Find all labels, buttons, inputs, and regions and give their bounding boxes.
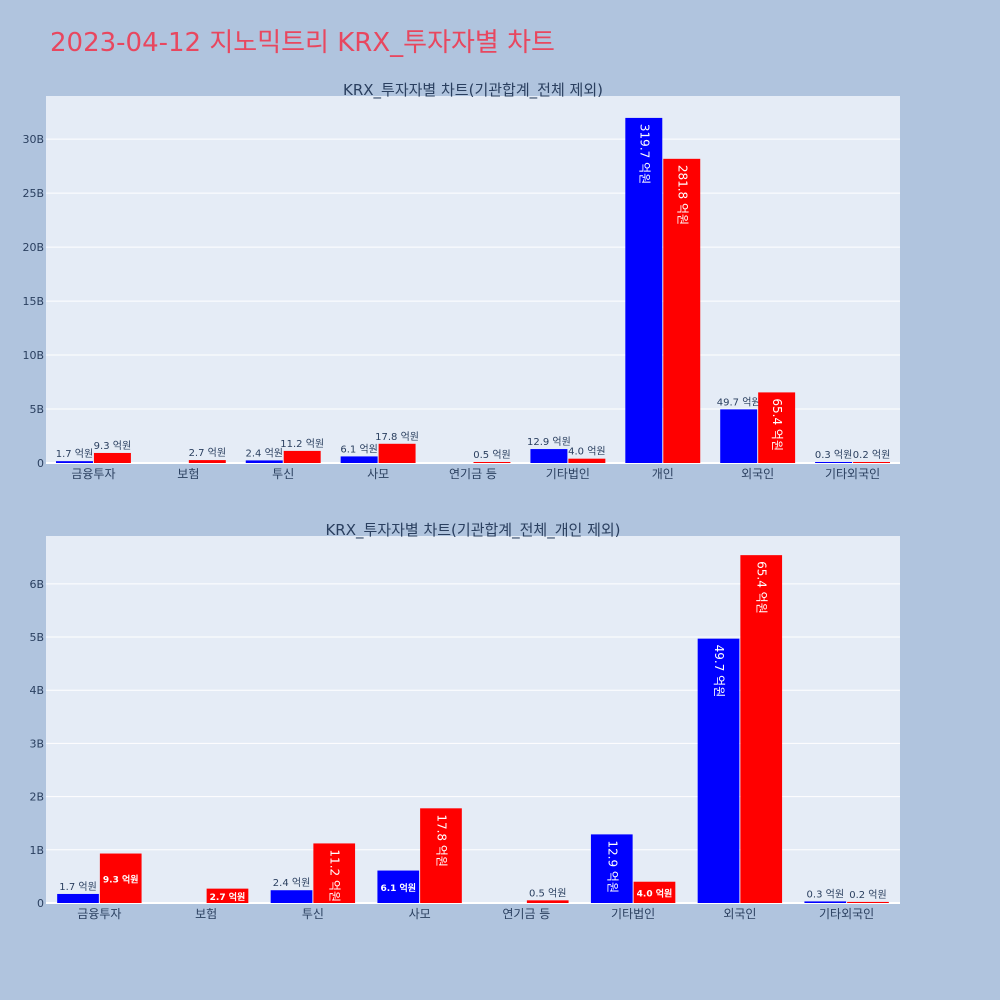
y-tick-label: 15B xyxy=(22,295,44,308)
bar-sell xyxy=(633,881,676,903)
y-tick-label: 3B xyxy=(29,737,44,750)
bar-sell xyxy=(526,900,569,903)
data-label: 0.2 억원 xyxy=(853,449,890,461)
x-tick-label: 보험 xyxy=(177,467,199,481)
data-label: 9.3 억원 xyxy=(94,440,131,452)
y-tick-label: 5B xyxy=(29,403,44,416)
bar-buy xyxy=(697,638,740,903)
x-tick-label: 개인 xyxy=(652,467,674,481)
x-tick-label: 외국인 xyxy=(741,467,774,481)
bar-sell xyxy=(99,853,142,903)
data-label: 17.8 억원 xyxy=(375,431,419,443)
x-tick-label: 금융투자 xyxy=(77,907,121,921)
data-label: 6.1 억원 xyxy=(340,443,377,455)
bar-sell xyxy=(853,462,891,463)
data-label: 2.4 억원 xyxy=(273,877,310,889)
data-label: 6.1 억원 xyxy=(380,882,416,894)
x-tick-label: 금융투자 xyxy=(71,467,115,481)
data-label: 49.7 억원 xyxy=(717,396,761,408)
data-label: 0.5 억원 xyxy=(529,887,566,899)
bar-buy xyxy=(530,449,568,463)
y-tick-label: 25B xyxy=(22,187,44,200)
bar-sell xyxy=(188,460,226,463)
bar-sell xyxy=(758,392,796,463)
data-label: 2.7 억원 xyxy=(210,891,246,903)
data-label: 0.5 억원 xyxy=(473,449,510,461)
data-label: 0.3 억원 xyxy=(807,888,844,900)
x-tick-label: 투신 xyxy=(302,907,324,921)
x-tick-label: 기타법인 xyxy=(611,907,655,921)
bar-sell xyxy=(378,443,416,463)
x-tick-label: 기타법인 xyxy=(546,467,590,481)
y-tick-label: 4B xyxy=(29,684,44,697)
y-tick-label: 5B xyxy=(29,631,44,644)
y-tick-label: 30B xyxy=(22,133,44,146)
data-label: 17.8 억원 xyxy=(434,814,448,867)
data-label: 319.7 억원 xyxy=(637,124,651,184)
chart-upper: 0 5B 10B 15B 20B 25B 30B KRX_투자자별 차트(기관합계_전체 제외… xyxy=(22,81,900,481)
bar-sell xyxy=(847,901,889,903)
bar-buy xyxy=(245,460,283,463)
data-label: 11.2 억원 xyxy=(328,849,342,902)
x-tick-label: 보험 xyxy=(195,907,217,921)
bar-buy xyxy=(55,461,93,463)
data-label: 12.9 억원 xyxy=(605,840,619,893)
bar-sell xyxy=(568,458,606,463)
x-tick-label: 연기금 등 xyxy=(502,907,550,921)
page-title: 2023-04-12 지노믹트리 KRX_투자자별 차트 xyxy=(50,28,555,58)
bar-buy xyxy=(804,901,847,903)
data-label: 4.0 억원 xyxy=(568,446,605,458)
x-tick-label: 기타외국인 xyxy=(825,467,880,481)
data-label: 0.2 억원 xyxy=(849,889,886,901)
bar-sell xyxy=(473,462,511,463)
bar-sell xyxy=(283,450,321,463)
data-label: 1.7 억원 xyxy=(56,448,93,460)
y-tick-label: 0 xyxy=(37,897,44,910)
plot-area xyxy=(46,96,900,463)
y-tick-label: 1B xyxy=(29,844,44,857)
x-tick-label: 사모 xyxy=(409,907,431,921)
x-tick-label: 기타외국인 xyxy=(819,907,874,921)
data-label: 65.4 억원 xyxy=(755,561,769,614)
y-tick-label: 0 xyxy=(37,457,44,470)
data-label: 1.7 억원 xyxy=(59,881,96,893)
bar-buy xyxy=(590,834,633,903)
bar-sell xyxy=(420,808,462,903)
bar-sell xyxy=(663,158,701,463)
data-label: 65.4 억원 xyxy=(770,398,784,451)
chart-title: KRX_투자자별 차트(기관합계_전체_개인 제외) xyxy=(325,521,620,540)
x-tick-label: 외국인 xyxy=(723,907,756,921)
chart-lower: 0 1B 2B 3B 4B 5B 6B KRX_투자자별 차트(기관합계_전체_개인 제외) 금… xyxy=(29,521,900,921)
y-tick-label: 6B xyxy=(29,578,44,591)
data-label: 2.7 억원 xyxy=(189,447,226,459)
y-tick-label: 10B xyxy=(22,349,44,362)
y-tick-label: 2B xyxy=(29,791,44,804)
x-tick-label: 사모 xyxy=(367,467,389,481)
bar-buy xyxy=(270,890,313,903)
bar-buy xyxy=(625,117,663,464)
data-label: 9.3 억원 xyxy=(103,873,139,885)
chart-title: KRX_투자자별 차트(기관합계_전체 제외) xyxy=(343,81,603,100)
data-label: 4.0 억원 xyxy=(637,887,673,899)
data-label: 2.4 억원 xyxy=(246,447,283,459)
data-label: 49.7 억원 xyxy=(712,645,726,698)
data-label: 12.9 억원 xyxy=(527,436,571,448)
y-tick-label: 20B xyxy=(22,241,44,254)
bar-buy xyxy=(720,409,758,463)
x-tick-label: 연기금 등 xyxy=(449,467,497,481)
bar-buy xyxy=(377,870,420,903)
bar-sell xyxy=(313,843,356,903)
bar-sell xyxy=(206,888,249,903)
data-label: 11.2 억원 xyxy=(280,438,324,450)
bar-sell xyxy=(93,452,131,463)
x-tick-label: 투신 xyxy=(272,467,294,481)
bar-buy xyxy=(57,893,99,903)
bar-buy xyxy=(340,456,378,463)
data-label: 0.3 억원 xyxy=(815,449,852,461)
bar-sell xyxy=(740,555,783,903)
bar-buy xyxy=(815,462,853,463)
data-label: 281.8 억원 xyxy=(675,165,689,225)
